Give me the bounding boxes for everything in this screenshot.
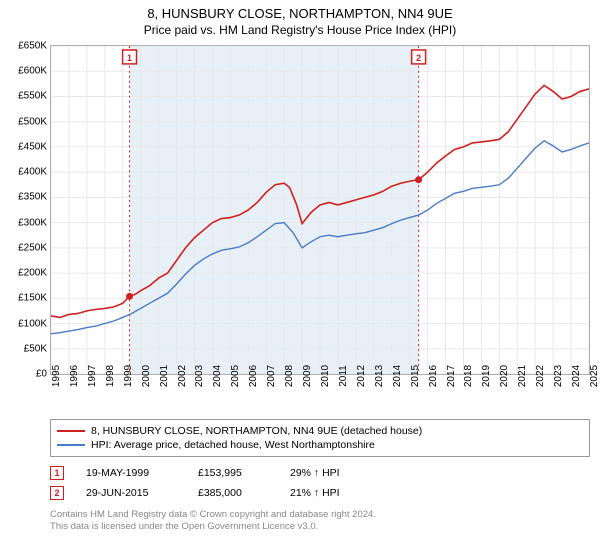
- x-tick-label: 2018: [463, 365, 474, 387]
- x-tick-label: 2004: [212, 365, 223, 387]
- legend-label: HPI: Average price, detached house, West…: [91, 439, 375, 451]
- event-marker-badge: 1: [50, 466, 64, 480]
- x-tick-label: 1996: [69, 365, 80, 387]
- x-tick-label: 2002: [177, 365, 188, 387]
- y-tick-label: £50K: [24, 343, 47, 354]
- legend-label: 8, HUNSBURY CLOSE, NORTHAMPTON, NN4 9UE …: [91, 425, 422, 437]
- y-tick-label: £650K: [18, 41, 47, 52]
- chart-subtitle: Price paid vs. HM Land Registry's House …: [0, 21, 600, 37]
- event-row: 2 29-JUN-2015 £385,000 21% ↑ HPI: [50, 483, 590, 503]
- chart-title: 8, HUNSBURY CLOSE, NORTHAMPTON, NN4 9UE: [0, 6, 600, 21]
- legend-item: 8, HUNSBURY CLOSE, NORTHAMPTON, NN4 9UE …: [57, 424, 583, 438]
- x-tick-label: 2007: [266, 365, 277, 387]
- event-marker-badge: 2: [50, 486, 64, 500]
- event-price: £153,995: [198, 467, 268, 479]
- x-tick-label: 1999: [123, 365, 134, 387]
- plot-svg: 12: [51, 46, 589, 374]
- y-tick-label: £500K: [18, 116, 47, 127]
- y-tick-label: £0: [36, 369, 47, 380]
- credit-line: Contains HM Land Registry data © Crown c…: [50, 509, 590, 521]
- x-tick-label: 1998: [105, 365, 116, 387]
- x-tick-label: 2020: [499, 365, 510, 387]
- event-date: 29-JUN-2015: [86, 487, 176, 499]
- x-tick-label: 2021: [517, 365, 528, 387]
- legend-swatch: [57, 430, 85, 432]
- event-row: 1 19-MAY-1999 £153,995 29% ↑ HPI: [50, 463, 590, 483]
- legend-item: HPI: Average price, detached house, West…: [57, 438, 583, 452]
- x-tick-label: 2016: [428, 365, 439, 387]
- x-tick-label: 2022: [535, 365, 546, 387]
- x-tick-label: 2003: [194, 365, 205, 387]
- x-tick-label: 2005: [230, 365, 241, 387]
- x-tick-label: 1995: [51, 365, 62, 387]
- y-tick-label: £200K: [18, 268, 47, 279]
- x-tick-label: 2023: [553, 365, 564, 387]
- chart-container: 8, HUNSBURY CLOSE, NORTHAMPTON, NN4 9UE …: [0, 0, 600, 534]
- x-tick-label: 2014: [392, 365, 403, 387]
- x-tick-label: 2000: [141, 365, 152, 387]
- title-block: 8, HUNSBURY CLOSE, NORTHAMPTON, NN4 9UE …: [0, 0, 600, 39]
- credits: Contains HM Land Registry data © Crown c…: [50, 509, 590, 534]
- event-delta: 21% ↑ HPI: [290, 487, 340, 499]
- legend-swatch: [57, 444, 85, 446]
- svg-text:2: 2: [416, 53, 421, 63]
- x-tick-label: 2010: [320, 365, 331, 387]
- y-tick-label: £100K: [18, 318, 47, 329]
- y-tick-label: £450K: [18, 141, 47, 152]
- y-tick-label: £350K: [18, 192, 47, 203]
- y-tick-label: £300K: [18, 217, 47, 228]
- x-tick-label: 2008: [284, 365, 295, 387]
- y-tick-label: £600K: [18, 66, 47, 77]
- x-tick-label: 2012: [356, 365, 367, 387]
- svg-text:1: 1: [127, 53, 132, 63]
- legend: 8, HUNSBURY CLOSE, NORTHAMPTON, NN4 9UE …: [50, 419, 590, 457]
- x-tick-label: 2013: [374, 365, 385, 387]
- x-tick-label: 2011: [338, 365, 349, 387]
- y-tick-label: £550K: [18, 91, 47, 102]
- x-tick-label: 2019: [481, 365, 492, 387]
- event-price: £385,000: [198, 487, 268, 499]
- x-tick-label: 1997: [87, 365, 98, 387]
- event-date: 19-MAY-1999: [86, 467, 176, 479]
- x-tick-label: 2025: [589, 365, 600, 387]
- y-tick-label: £400K: [18, 167, 47, 178]
- x-tick-label: 2017: [446, 365, 457, 387]
- y-axis-ticks: £0£50K£100K£150K£200K£250K£300K£350K£400…: [5, 46, 49, 374]
- y-tick-label: £250K: [18, 242, 47, 253]
- x-tick-label: 2001: [159, 365, 170, 387]
- x-tick-label: 2015: [410, 365, 421, 387]
- plot-area: £0£50K£100K£150K£200K£250K£300K£350K£400…: [50, 45, 590, 375]
- y-tick-label: £150K: [18, 293, 47, 304]
- event-delta: 29% ↑ HPI: [290, 467, 340, 479]
- x-tick-label: 2009: [302, 365, 313, 387]
- credit-line: This data is licensed under the Open Gov…: [50, 521, 590, 533]
- x-tick-label: 2024: [571, 365, 582, 387]
- x-axis-ticks: 1995199619971998199920002001200220032004…: [51, 374, 589, 414]
- events-table: 1 19-MAY-1999 £153,995 29% ↑ HPI 2 29-JU…: [50, 463, 590, 503]
- x-tick-label: 2006: [248, 365, 259, 387]
